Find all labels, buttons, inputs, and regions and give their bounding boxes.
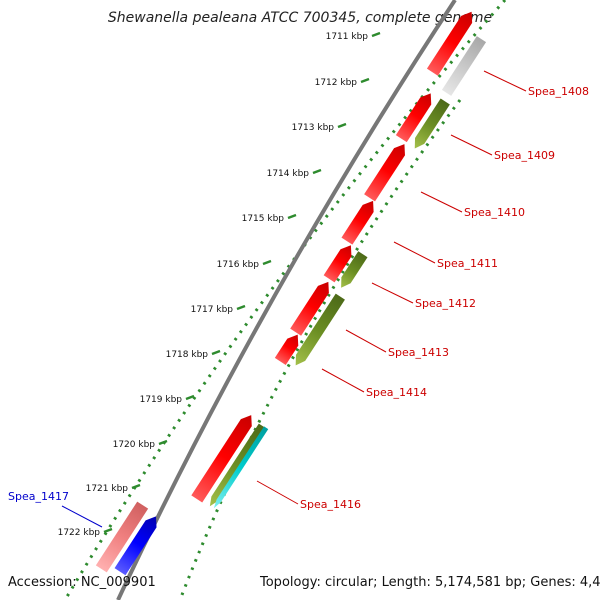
tick-mark	[158, 439, 168, 446]
tick-label: 1719 kbp	[140, 395, 183, 405]
gene-feature	[274, 334, 299, 365]
label-leader-line	[450, 134, 493, 156]
tick-label: 1715 kbp	[242, 214, 285, 224]
highlighted-gene-feature	[95, 501, 149, 573]
map-title: Shewanella pealeana ATCC 700345, complet…	[108, 10, 492, 26]
tick-label: 1721 kbp	[86, 484, 129, 494]
label-leader-line	[483, 70, 527, 92]
label-leader-line	[321, 368, 365, 393]
gene-feature	[414, 98, 450, 149]
tick-marks: 1711 kbp 1712 kbp 1713 kbp 1714 kbp 1715 kbp…	[58, 31, 381, 538]
gene-label[interactable]: Spea_1416	[300, 498, 361, 511]
label-leader-line	[256, 480, 299, 505]
gene-features	[95, 11, 487, 576]
gene-feature	[209, 423, 266, 507]
highlighted-gene-feature	[114, 516, 157, 576]
rna-feature	[213, 426, 269, 509]
tick-mark	[312, 168, 322, 175]
gene-label[interactable]: Spea_1414	[366, 386, 427, 399]
gene-label[interactable]: Spea_1417	[8, 490, 69, 503]
tick-mark	[185, 394, 195, 401]
tick-label: 1716 kbp	[217, 260, 260, 270]
tick-label: 1722 kbp	[58, 528, 101, 538]
tick-label: 1711 kbp	[326, 32, 369, 42]
tick-label: 1713 kbp	[292, 123, 335, 133]
gene-labels: Spea_1408 Spea_1409 Spea_1410 Spea_1411 Spea…	[8, 85, 589, 511]
label-leader-line	[371, 282, 414, 304]
gene-feature	[290, 281, 329, 336]
tick-mark	[236, 304, 246, 311]
gene-feature	[364, 144, 405, 202]
gene-feature	[191, 415, 252, 503]
label-leaders	[61, 70, 527, 528]
genome-backbone	[116, 0, 457, 600]
accession-text: Accession: NC_009901	[8, 575, 156, 590]
tick-mark	[360, 77, 370, 84]
tick-mark	[371, 31, 381, 38]
tick-mark	[287, 213, 297, 220]
pseudogene-feature	[441, 36, 487, 96]
tick-mark	[131, 483, 141, 490]
tick-mark	[262, 259, 272, 266]
tick-mark	[337, 122, 347, 129]
gene-label[interactable]: Spea_1409	[494, 149, 555, 162]
label-leader-line	[393, 241, 436, 264]
gene-feature	[426, 11, 473, 76]
gene-label[interactable]: Spea_1410	[464, 206, 525, 219]
outer-tick-ring	[63, 0, 507, 600]
gene-feature	[341, 251, 368, 288]
gene-label[interactable]: Spea_1408	[528, 85, 589, 98]
gene-feature	[395, 93, 432, 143]
gene-feature	[341, 200, 374, 245]
gene-feature	[323, 245, 352, 283]
topology-text: Topology: circular; Length: 5,174,581 bp…	[260, 575, 600, 590]
tick-label: 1717 kbp	[191, 305, 234, 315]
inner-tick-ring	[178, 99, 462, 600]
label-leader-line	[61, 505, 103, 528]
gene-label[interactable]: Spea_1412	[415, 297, 476, 310]
label-leader-line	[420, 191, 463, 213]
tick-mark	[103, 527, 113, 534]
gene-label[interactable]: Spea_1411	[437, 257, 498, 270]
gene-label[interactable]: Spea_1413	[388, 346, 449, 359]
tick-label: 1712 kbp	[315, 78, 358, 88]
label-leader-line	[345, 329, 387, 353]
tick-mark	[211, 349, 221, 356]
gene-feature	[295, 293, 345, 366]
tick-label: 1718 kbp	[166, 350, 209, 360]
tick-label: 1720 kbp	[113, 440, 156, 450]
tick-label: 1714 kbp	[267, 169, 310, 179]
